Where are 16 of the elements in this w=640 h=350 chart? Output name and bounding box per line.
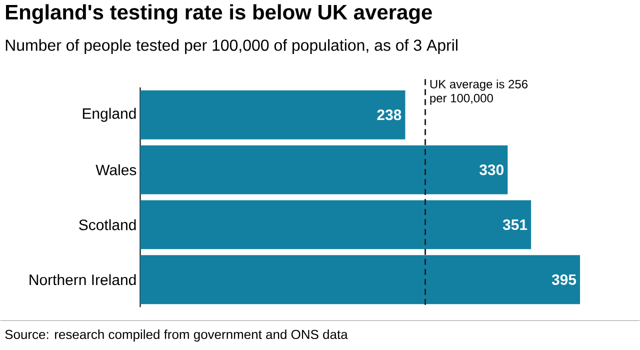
data-label: 395	[552, 274, 576, 286]
data-label: 330	[479, 164, 504, 176]
data-label: 351	[502, 220, 528, 230]
bar	[140, 90, 406, 140]
bar	[140, 200, 532, 250]
bar	[140, 255, 580, 304]
data-label: 238	[377, 110, 402, 120]
y-tick-label: Northern Ireland	[30, 274, 136, 286]
y-tick-label: Scotland	[79, 219, 136, 230]
chart-subtitle: Number of people tested per 100,000 of population, as of 3 April	[6, 39, 458, 54]
chart-title: England's testing rate is below UK average	[6, 4, 432, 24]
y-tick-label: Wales	[96, 164, 136, 176]
bar	[140, 146, 508, 194]
ref-line-label: UK average is 256 per 100,000	[430, 80, 528, 105]
source-note: Source: research compiled from government and ONS data	[5, 330, 348, 342]
y-tick-label: England	[82, 108, 136, 122]
